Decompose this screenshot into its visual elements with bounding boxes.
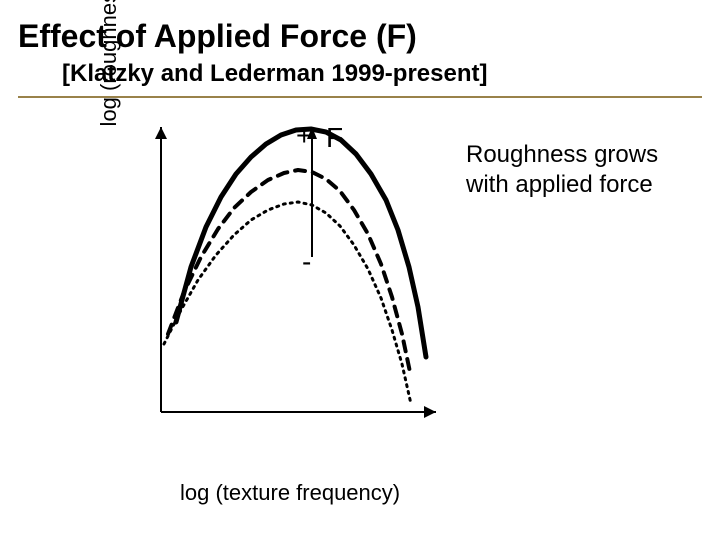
x-axis-label: log (texture frequency) [180, 480, 400, 506]
curve-low-F [164, 202, 411, 404]
force-minus-label: - [302, 246, 311, 278]
force-symbol-label: F [326, 122, 343, 154]
curve-high-F [176, 129, 426, 357]
slide-root: Effect of Applied Force (F) [Klatzky and… [0, 0, 720, 540]
chart-svg [126, 112, 446, 462]
page-title: Effect of Applied Force (F) [18, 18, 417, 55]
y-axis-label: log (roughness) [96, 0, 122, 180]
annotation-text: Roughness grows with applied force [466, 140, 696, 200]
force-plus-label: + [296, 120, 312, 152]
page-subtitle: [Klatzky and Lederman 1999-present] [62, 60, 487, 88]
chart-plot [126, 112, 446, 462]
